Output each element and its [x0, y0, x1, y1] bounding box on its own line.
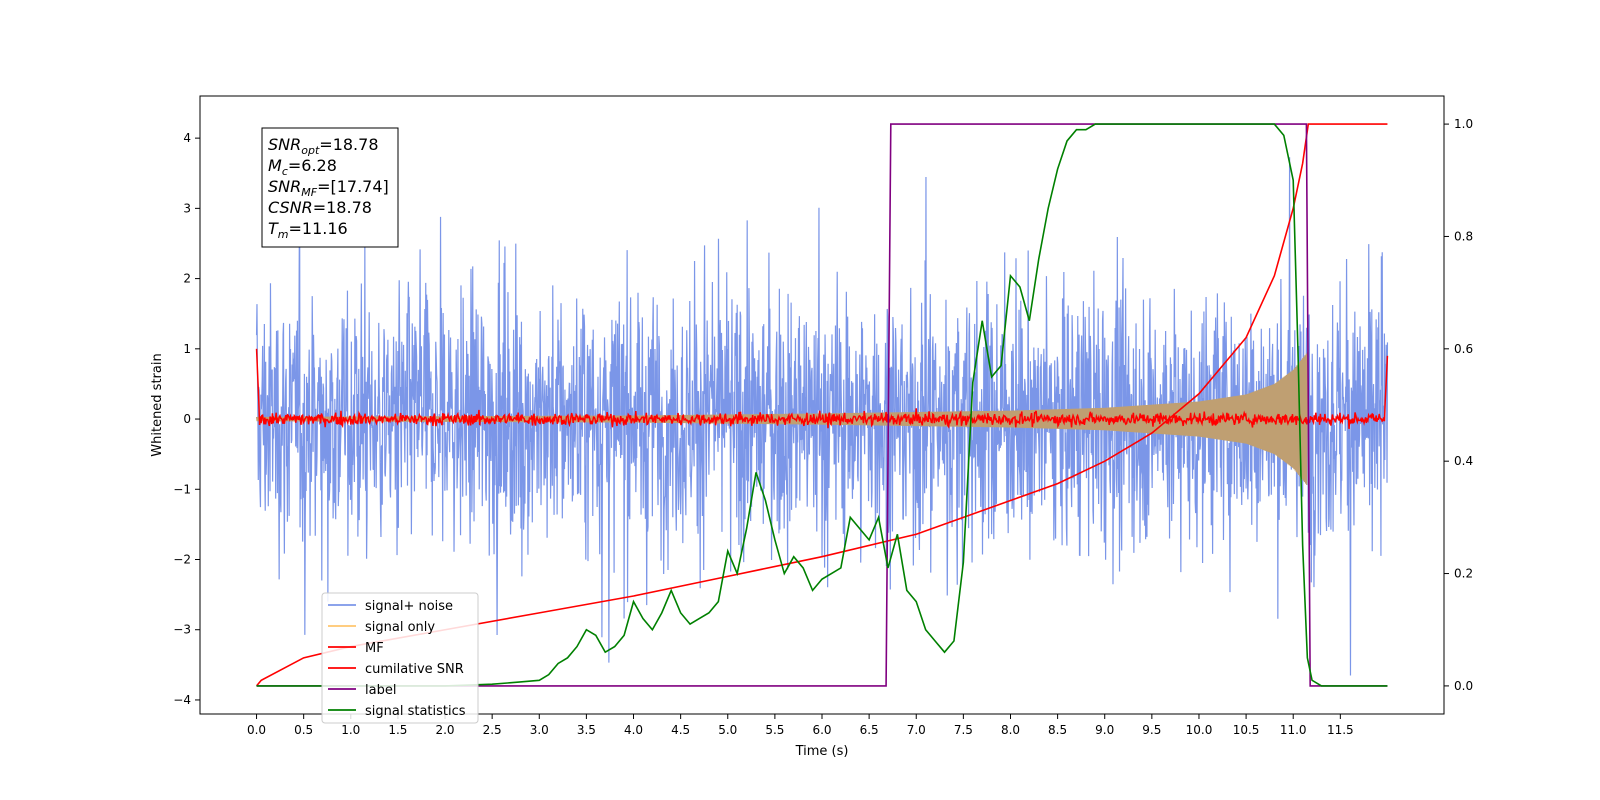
y-right-tick-label: 0.0 [1454, 679, 1473, 693]
annotation-box: SNRopt=18.78Mc=6.28SNRMF=[17.74]CSNR=18.… [261, 127, 399, 248]
x-tick-label: 5.5 [765, 723, 784, 737]
annotation-line: SNRopt=18.78 [268, 135, 379, 157]
x-tick-label: 9.5 [1142, 723, 1161, 737]
x-tick-label: 9.0 [1095, 723, 1114, 737]
x-axis: 0.0 0.5 1.0 1.5 2.0 2.5 3.0 3.5 4.0 4.5 5.0 5.5 6.0 6… [247, 714, 1354, 737]
x-tick-label: 0.5 [294, 723, 313, 737]
x-tick-label: 3.5 [577, 723, 596, 737]
x-tick-label: 8.5 [1048, 723, 1067, 737]
series-signal-only-line [255, 352, 1308, 486]
legend-entry: cumilative SNR [365, 662, 464, 677]
legend-frame [321, 592, 479, 724]
x-tick-label: 10.0 [1186, 723, 1213, 737]
annotation-line: Mc=6.28 [268, 156, 337, 178]
y-left-tick-label: 1 [183, 342, 191, 356]
y-left-tick-label: −3 [173, 623, 191, 637]
y-right-tick-label: 1.0 [1454, 117, 1473, 131]
x-tick-label: 1.0 [341, 723, 360, 737]
y-left-tick-label: 2 [183, 272, 191, 286]
x-tick-label: 8.0 [1001, 723, 1020, 737]
y-axis-left: −4 −3 −2 −1 0 1 2 3 4 [173, 131, 200, 707]
y-left-tick-label: −2 [173, 553, 191, 567]
annotation-line: CSNR=18.78 [268, 198, 372, 217]
legend-entry: label [365, 683, 396, 698]
y-right-tick-label: 0.4 [1454, 454, 1473, 468]
x-tick-label: 0.0 [247, 723, 266, 737]
x-tick-label: 4.0 [624, 723, 643, 737]
x-tick-label: 5.0 [718, 723, 737, 737]
y-left-tick-label: −1 [173, 482, 191, 496]
x-tick-label: 6.0 [812, 723, 831, 737]
x-tick-label: 7.5 [954, 723, 973, 737]
x-tick-label: 6.5 [860, 723, 879, 737]
legend-entry: signal only [365, 620, 435, 635]
legend-entry: MF [365, 641, 384, 656]
x-tick-label: 11.0 [1280, 723, 1307, 737]
x-tick-label: 1.5 [388, 723, 407, 737]
x-tick-label: 2.5 [483, 723, 502, 737]
annotation-line: SNRMF=[17.74] [268, 177, 389, 199]
y-left-tick-label: 0 [183, 412, 191, 426]
legend-entry: signal+ noise [365, 599, 453, 614]
annotation-line: Tm=11.16 [268, 219, 348, 241]
y-axis-label: Whitened strain [150, 353, 165, 456]
y-right-tick-label: 0.6 [1454, 342, 1473, 356]
series-mf-line [255, 348, 1389, 429]
annotation-box-frame [261, 127, 399, 248]
y-right-tick-label: 0.8 [1454, 229, 1473, 243]
x-tick-label: 11.5 [1327, 723, 1354, 737]
legend: signal+ noise signal only MF cumilative SNR… [321, 592, 479, 724]
series-signal-statistics-line [256, 123, 1388, 687]
y-right-tick-label: 0.2 [1454, 567, 1473, 581]
x-tick-label: 2.0 [435, 723, 454, 737]
x-tick-label: 7.0 [907, 723, 926, 737]
x-axis-label: Time (s) [795, 744, 849, 759]
y-left-tick-label: 3 [183, 201, 191, 215]
x-tick-label: 4.5 [671, 723, 690, 737]
legend-entry: signal statistics [365, 704, 466, 719]
y-axis-right: 0.0 0.2 0.4 0.6 0.8 1.0 [1444, 117, 1473, 693]
y-left-tick-label: 4 [183, 131, 191, 145]
y-left-tick-label: −4 [173, 693, 191, 707]
x-tick-label: 10.5 [1233, 723, 1260, 737]
x-tick-label: 3.0 [530, 723, 549, 737]
